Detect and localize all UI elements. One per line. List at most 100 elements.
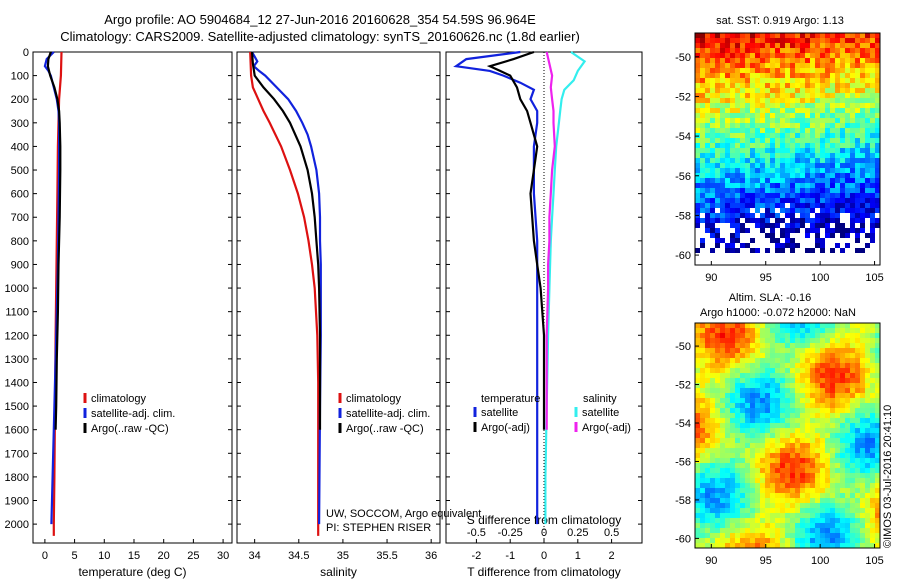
heatmap-cell xyxy=(845,173,850,178)
heatmap-cell xyxy=(835,93,840,98)
heatmap-cell xyxy=(800,143,805,148)
heatmap-cell xyxy=(745,218,750,223)
heatmap-cell xyxy=(785,168,790,173)
heatmap-cell xyxy=(830,158,835,163)
heatmap-cell xyxy=(790,488,795,493)
heatmap-cell xyxy=(820,193,825,198)
heatmap-cell xyxy=(825,163,830,168)
heatmap-cell xyxy=(770,228,775,233)
heatmap-cell xyxy=(865,183,870,188)
y-tick-label: 0 xyxy=(23,47,29,59)
heatmap-cell xyxy=(795,328,800,333)
heatmap-cell xyxy=(855,73,860,78)
heatmap-cell xyxy=(870,108,875,113)
heatmap-cell xyxy=(735,238,740,243)
heatmap-cell xyxy=(705,468,710,473)
heatmap-cell xyxy=(805,398,810,403)
heatmap-cell xyxy=(850,478,855,483)
heatmap-cell xyxy=(850,403,855,408)
heatmap-cell xyxy=(780,503,785,508)
heatmap-cell xyxy=(835,488,840,493)
heatmap-cell xyxy=(845,353,850,358)
heatmap-cell xyxy=(750,498,755,503)
heatmap-cell xyxy=(795,153,800,158)
heatmap-cell xyxy=(870,158,875,163)
heatmap-cell xyxy=(760,348,765,353)
heatmap-cell xyxy=(835,188,840,193)
heatmap-cell xyxy=(785,33,790,38)
heatmap-cell xyxy=(760,368,765,373)
heatmap-cell xyxy=(835,503,840,508)
heatmap-cell xyxy=(755,38,760,43)
heatmap-cell xyxy=(710,513,715,518)
heatmap-cell xyxy=(730,233,735,238)
heatmap-cell xyxy=(775,373,780,378)
heatmap-cell xyxy=(705,328,710,333)
heatmap-cell xyxy=(765,473,770,478)
heatmap-cell xyxy=(715,103,720,108)
heatmap-cell xyxy=(800,73,805,78)
heatmap-cell xyxy=(800,113,805,118)
heatmap-cell xyxy=(805,488,810,493)
heatmap-cell xyxy=(825,408,830,413)
heatmap-cell xyxy=(700,348,705,353)
heatmap-cell xyxy=(865,193,870,198)
heatmap-cell xyxy=(760,468,765,473)
heatmap-cell xyxy=(700,63,705,68)
heatmap-cell xyxy=(860,468,865,473)
heatmap-cell xyxy=(720,348,725,353)
heatmap-cell xyxy=(755,178,760,183)
heatmap-cell xyxy=(855,378,860,383)
heatmap-cell xyxy=(865,118,870,123)
heatmap-cell xyxy=(740,58,745,63)
heatmap-cell xyxy=(790,68,795,73)
heatmap-cell xyxy=(820,133,825,138)
heatmap-cell xyxy=(875,38,880,43)
heatmap-cell xyxy=(775,413,780,418)
heatmap-cell xyxy=(710,118,715,123)
heatmap-cell xyxy=(700,163,705,168)
heatmap-cell xyxy=(730,133,735,138)
heatmap-cell xyxy=(770,478,775,483)
heatmap-cell xyxy=(715,128,720,133)
heatmap-cell xyxy=(750,413,755,418)
heatmap-cell xyxy=(870,123,875,128)
heatmap-cell xyxy=(825,53,830,58)
heatmap-cell xyxy=(805,58,810,63)
heatmap-cell xyxy=(735,513,740,518)
heatmap-cell xyxy=(830,233,835,238)
heatmap-cell xyxy=(790,148,795,153)
heatmap-cell xyxy=(855,78,860,83)
heatmap-cell xyxy=(795,43,800,48)
heatmap-cell xyxy=(875,353,880,358)
y-tick-label: -54 xyxy=(675,131,691,143)
heatmap-cell xyxy=(740,188,745,193)
heatmap-cell xyxy=(805,503,810,508)
heatmap-cell xyxy=(770,98,775,103)
heatmap-cell xyxy=(790,198,795,203)
heatmap-cell xyxy=(855,498,860,503)
heatmap-cell xyxy=(840,98,845,103)
heatmap-cell xyxy=(830,178,835,183)
heatmap-cell xyxy=(745,383,750,388)
heatmap-cell xyxy=(850,103,855,108)
heatmap-cell xyxy=(865,68,870,73)
heatmap-cell xyxy=(875,143,880,148)
heatmap-cell xyxy=(860,168,865,173)
heatmap-cell xyxy=(715,528,720,533)
heatmap-cell xyxy=(855,483,860,488)
heatmap-cell xyxy=(815,483,820,488)
heatmap-cell xyxy=(755,33,760,38)
heatmap-cell xyxy=(745,193,750,198)
heatmap-cell xyxy=(720,378,725,383)
heatmap-cell xyxy=(750,43,755,48)
heatmap-cell xyxy=(765,448,770,453)
heatmap-cell xyxy=(845,148,850,153)
heatmap-cell xyxy=(775,343,780,348)
heatmap-cell xyxy=(790,203,795,208)
heatmap-cell xyxy=(870,413,875,418)
heatmap-cell xyxy=(710,388,715,393)
heatmap-cell xyxy=(805,168,810,173)
heatmap-cell xyxy=(870,323,875,328)
heatmap-cell xyxy=(760,363,765,368)
